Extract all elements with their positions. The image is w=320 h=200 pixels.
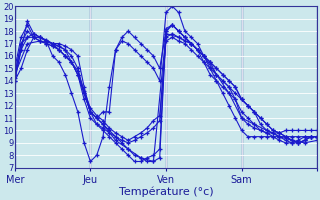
X-axis label: Température (°c): Température (°c) bbox=[119, 187, 213, 197]
